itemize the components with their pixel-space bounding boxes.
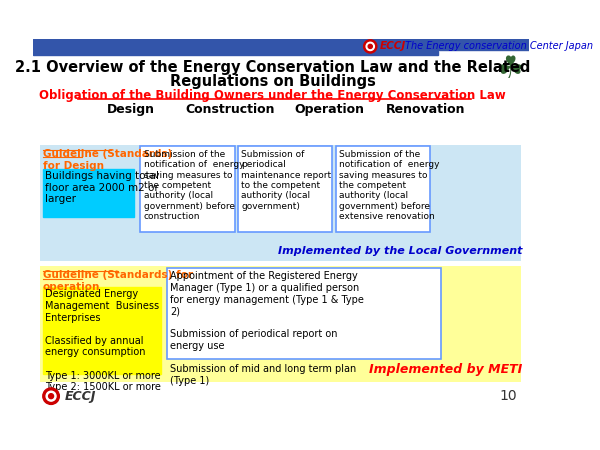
Text: Submission of
periodical
maintenance report
to the competent
authority (local
go: Submission of periodical maintenance rep… <box>241 150 331 211</box>
Circle shape <box>366 42 374 50</box>
FancyBboxPatch shape <box>238 146 332 232</box>
Circle shape <box>46 391 56 401</box>
Text: Appointment of the Registered Energy
Manager (Type 1) or a qualified person
for : Appointment of the Registered Energy Man… <box>170 271 364 386</box>
Bar <box>33 39 529 50</box>
Text: ECCJ: ECCJ <box>64 390 95 403</box>
Text: Implemented by METI: Implemented by METI <box>369 363 523 376</box>
Text: Regulations on Buildings: Regulations on Buildings <box>170 74 376 89</box>
Text: Obligation of the Building Owners under the Energy Conservation Law: Obligation of the Building Owners under … <box>40 89 506 102</box>
Circle shape <box>364 40 377 53</box>
Bar <box>33 51 438 54</box>
Text: Designated Energy
Management  Business
Enterprises

Classified by annual
energy : Designated Energy Management Business En… <box>45 289 161 392</box>
Bar <box>40 266 521 382</box>
Text: ☘: ☘ <box>497 55 524 85</box>
Text: The Energy conservation Center Japan: The Energy conservation Center Japan <box>405 41 593 51</box>
Text: Guideline (Standards) for
operation: Guideline (Standards) for operation <box>43 270 193 292</box>
Bar <box>40 145 521 261</box>
Text: 10: 10 <box>499 389 517 403</box>
FancyBboxPatch shape <box>335 146 430 232</box>
Text: Buildings having total
floor area 2000 m2 or
larger: Buildings having total floor area 2000 m… <box>45 171 159 204</box>
Text: Renovation: Renovation <box>386 103 466 116</box>
Circle shape <box>43 388 59 405</box>
Circle shape <box>368 45 373 49</box>
Text: 2.1 Overview of the Energy Conservation Law and the Related: 2.1 Overview of the Energy Conservation … <box>15 60 530 76</box>
Text: Construction: Construction <box>185 103 274 116</box>
Bar <box>43 287 161 374</box>
FancyBboxPatch shape <box>140 146 235 232</box>
Text: Implemented by the Local Government: Implemented by the Local Government <box>278 246 523 256</box>
Text: Submission of the
notification of  energy
saving measures to
the competent
autho: Submission of the notification of energy… <box>143 150 244 221</box>
Text: ECCJ: ECCJ <box>380 41 406 51</box>
Text: Operation: Operation <box>294 103 364 116</box>
FancyBboxPatch shape <box>167 268 442 359</box>
Bar <box>43 169 134 217</box>
Text: Guideline (Standards)
for Design: Guideline (Standards) for Design <box>43 149 172 171</box>
Text: Submission of the
notification of  energy
saving measures to
the competent
autho: Submission of the notification of energy… <box>339 150 439 221</box>
Circle shape <box>49 394 53 399</box>
Text: Design: Design <box>106 103 154 116</box>
